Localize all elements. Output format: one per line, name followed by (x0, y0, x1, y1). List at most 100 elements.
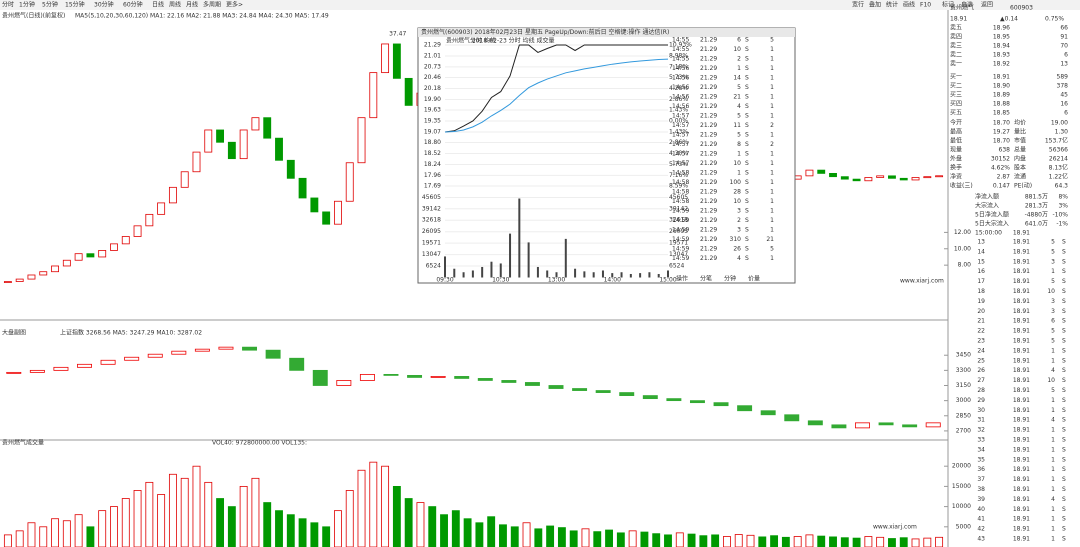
tick-cell: 4 (737, 255, 741, 262)
tick-cell: 21.29 (700, 65, 717, 72)
y2-tick-label: 26095 (669, 228, 688, 235)
stat-cell: 市值 (1014, 137, 1026, 145)
toolbar-item[interactable]: 周线 (169, 1, 181, 9)
book-price: 18.93 (993, 52, 1010, 59)
tick-cell: S (745, 189, 749, 196)
toolbar-item[interactable]: 宽行 (852, 1, 864, 9)
tick-cell: 14:58 (672, 179, 689, 186)
tick-cell: 2 (737, 56, 741, 63)
tick-volume: 1 (1051, 466, 1055, 473)
tick-price: 18.91 (1013, 318, 1030, 325)
tick-no: 43 (977, 536, 985, 543)
tick-volume: 4 (1051, 417, 1055, 424)
tick-cell: 14:55 (672, 37, 689, 44)
y2-tick-label: 10.93% (669, 42, 692, 49)
toolbar-item[interactable]: 分时 (2, 1, 14, 9)
tick-no: 38 (977, 486, 985, 493)
stat-cell: 0.147 (993, 183, 1010, 190)
toolbar-item[interactable]: 更多> (226, 1, 243, 9)
toolbar-item[interactable]: 30分钟 (94, 1, 114, 9)
intraday-volume (490, 261, 493, 278)
index-candle (548, 385, 564, 389)
intraday-volume (583, 271, 586, 278)
tick-no: 26 (977, 367, 985, 374)
tick-volume: 1 (1051, 526, 1055, 533)
intraday-volume (518, 198, 521, 278)
index-candle (124, 356, 140, 361)
tick-no: 42 (977, 526, 985, 533)
toolbar-item[interactable]: 叠加 (869, 1, 881, 9)
tick-cell: S (745, 141, 749, 148)
tick-price: 18.91 (1013, 397, 1030, 404)
tick-cell: S (745, 160, 749, 167)
volume-bar (534, 528, 543, 547)
book-volume: 589 (1057, 74, 1069, 81)
tick-volume: 1 (1051, 357, 1055, 364)
volume-bar (133, 490, 142, 547)
toolbar-item[interactable]: 60分钟 (123, 1, 143, 9)
y-tick-label: 17.96 (424, 172, 441, 179)
x-tick-label: 10:30 (492, 277, 509, 284)
tick-cell: 21.29 (700, 208, 717, 215)
tab[interactable]: 分钟 (724, 275, 736, 283)
tick-cell: 21.29 (700, 246, 717, 253)
tick-cell: 14:57 (672, 132, 689, 139)
candle (899, 177, 908, 181)
candle (876, 175, 885, 178)
index-candle (760, 410, 776, 416)
tick-cell: 10 (733, 198, 741, 205)
candle (180, 171, 189, 188)
candle (888, 175, 896, 179)
volume-bar (98, 510, 107, 547)
tick-no: 36 (977, 466, 985, 473)
tab[interactable]: 价量 (748, 276, 760, 283)
tick-cell: 5 (737, 132, 741, 139)
volume-bar (699, 535, 708, 547)
toolbar-item[interactable]: 日线 (152, 1, 164, 9)
y2-tick-label: 7.18% (669, 63, 688, 70)
tick-price: 18.91 (1013, 387, 1030, 394)
volume-bar (3, 534, 12, 547)
volume-bar (74, 514, 83, 547)
tick-flag: S (1062, 377, 1066, 384)
toolbar-item[interactable]: F10 (920, 2, 931, 9)
annotation: 37.47 (389, 30, 406, 37)
tick-cell: 6 (737, 37, 741, 44)
tick-cell: 14:57 (672, 113, 689, 120)
candle (51, 265, 59, 273)
stat-cell: 64.3 (1055, 183, 1069, 190)
tick-cell: 14:58 (672, 189, 689, 196)
tick-cell: 1 (770, 255, 774, 262)
volume-bar (15, 530, 24, 547)
chart-subtitle: MA5(5,10,20,30,60,120) MA1: 22.16 MA2: 2… (75, 13, 329, 20)
toolbar-item[interactable]: 统计 (886, 1, 898, 9)
toolbar-item[interactable]: 月线 (186, 1, 198, 9)
toolbar-item[interactable]: 多周期 (203, 1, 221, 9)
volume-bar (510, 526, 519, 547)
tab[interactable]: 操作 (676, 275, 688, 283)
tick-volume: 1 (1051, 347, 1055, 354)
tick-flag: S (1062, 456, 1066, 463)
candle (74, 253, 83, 261)
y-tick-label: 18.24 (424, 161, 441, 168)
toolbar-item[interactable]: 15分钟 (65, 1, 85, 9)
tick-no: 31 (977, 417, 985, 424)
toolbar-item[interactable]: 1分钟 (19, 1, 35, 9)
toolbar-item[interactable]: 返回 (981, 2, 993, 9)
toolbar-item[interactable]: 标记 (942, 1, 954, 9)
toolbar-item[interactable]: -自选 (959, 1, 973, 9)
tick-volume: 1 (1051, 536, 1055, 543)
toolbar-item[interactable]: 画线 (903, 1, 915, 9)
volume-bar (369, 461, 378, 547)
tick-cell: 21.29 (700, 46, 717, 53)
tick-cell: 14:57 (672, 151, 689, 158)
toolbar-item[interactable]: 5分钟 (42, 1, 58, 9)
tick-cell: S (745, 227, 749, 234)
y-tick-label: 20.46 (424, 74, 441, 81)
volume-bar (640, 531, 649, 547)
tick-cell: 21 (733, 94, 741, 101)
candle (157, 202, 166, 215)
index-candle (642, 395, 658, 400)
tab[interactable]: 分笔 (700, 275, 712, 283)
index-candle (336, 380, 352, 386)
